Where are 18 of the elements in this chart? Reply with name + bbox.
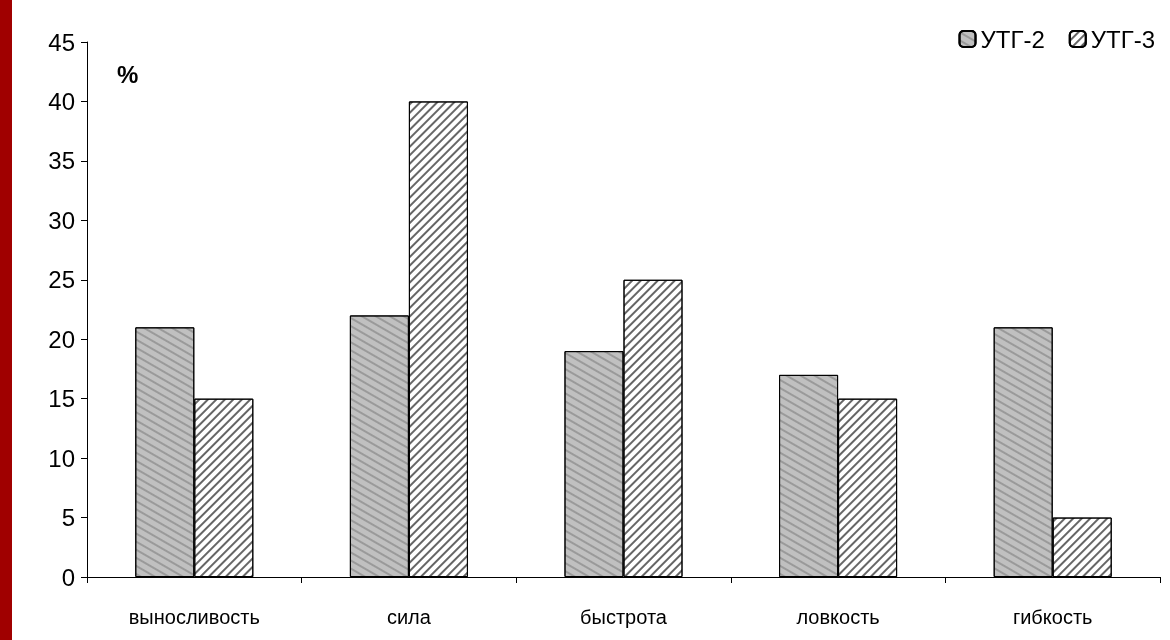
legend-label: УТГ-2 [980,25,1045,53]
x-tick-label: гибкость [1012,606,1093,628]
y-tick-label: 25 [48,266,75,294]
y-tick-label: 10 [48,444,75,472]
x-tick-label: выносливость [128,606,260,628]
x-tick-label: быстрота [580,606,668,628]
y-axis-title: % [117,60,139,88]
y-tick-label: 0 [61,563,75,591]
y-tick-label: 45 [48,28,75,56]
y-tick-label: 30 [48,206,75,234]
y-tick-label: 35 [48,147,75,175]
y-tick-label: 40 [48,87,75,115]
y-tick-label: 20 [48,325,75,353]
x-tick-label: ловкость [796,606,880,628]
y-tick-label: 15 [48,385,75,413]
legend-label: УТГ-3 [1090,25,1156,53]
y-tick-label: 5 [61,504,75,532]
x-tick-label: сила [386,606,432,628]
